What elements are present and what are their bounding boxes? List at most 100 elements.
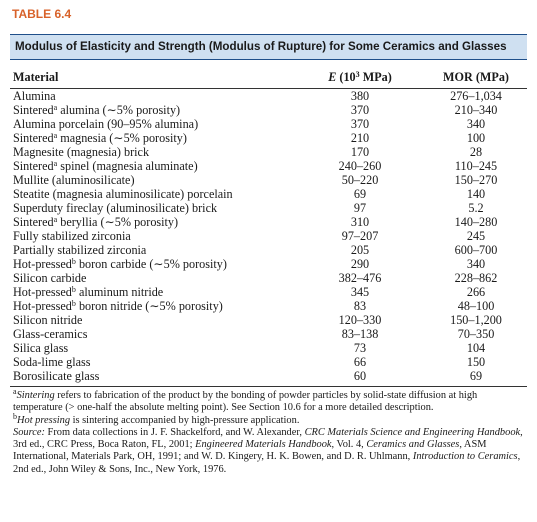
material-name: magnesia (∼5% porosity) — [57, 131, 187, 145]
source-text: , 2nd ed., John Wiley & Sons, Inc., New … — [13, 451, 521, 475]
mor-cell: 210–340 — [454, 103, 498, 117]
header-row: Material E (103 MPa) MOR (MPa) — [10, 68, 527, 89]
header-part: (10 — [336, 70, 356, 84]
table-row: Partially stabilized zirconia 205 600–700 — [10, 243, 527, 257]
note-mark: b — [71, 257, 76, 266]
material-cell: Mullite (aluminosilicate) — [10, 173, 295, 187]
modulus-cell: 83 — [353, 299, 367, 313]
material-cell: Glass-ceramics — [10, 327, 295, 341]
note-mark: b — [71, 299, 76, 308]
material-cell: Partially stabilized zirconia — [10, 243, 295, 257]
material-cell: Alumina — [10, 89, 295, 103]
material-name: boron carbide (∼5% porosity) — [75, 257, 227, 271]
note-mark: a — [53, 131, 58, 140]
material-cell: Sintereda beryllia (∼5% porosity) — [10, 215, 295, 229]
mor-cell: 100 — [466, 131, 486, 145]
mor-cell: 48–100 — [457, 299, 495, 313]
source-label: Source: — [13, 426, 45, 438]
modulus-cell: 120–330 — [338, 313, 382, 327]
material-name: Sintered — [13, 103, 54, 117]
table-row: Hot-pressedb aluminum nitride 345 266 — [10, 285, 527, 299]
footnote-term: Sintering — [16, 390, 55, 401]
header-part: MPa) — [359, 70, 392, 84]
source-title: Introduction to Ceramics — [412, 451, 518, 463]
material-name: Hot-pressed — [13, 285, 72, 299]
material-name: Silica glass — [13, 341, 69, 355]
header-symbol: E — [328, 70, 337, 84]
material-name: Superduty fireclay (aluminosilicate) bri… — [13, 201, 218, 215]
mor-cell: 266 — [466, 285, 486, 299]
footnote-mark: b — [13, 411, 17, 421]
table-body: Alumina 380 276–1,034 Sintereda alumina (∼5… — [10, 89, 527, 387]
mor-cell: 245 — [466, 229, 486, 243]
source-title: CRC Materials Science and Engineering Ha… — [304, 426, 521, 438]
modulus-cell: 97–207 — [341, 229, 379, 243]
footnote: aSintering refers to fabrication of the … — [13, 387, 525, 415]
source-text: From data collections in J. F. Shackelfo… — [44, 426, 305, 438]
material-name: Alumina — [13, 89, 56, 103]
material-name: Magnesite (magnesia) brick — [13, 145, 150, 159]
table-row: Sintereda beryllia (∼5% porosity) 310 140–… — [10, 215, 527, 229]
modulus-cell: 205 — [350, 243, 370, 257]
table-row: Sintereda magnesia (∼5% porosity) 210 100 — [10, 131, 527, 145]
material-cell: Silica glass — [10, 341, 295, 355]
material-name: Silicon carbide — [13, 271, 87, 285]
mor-cell: 110–245 — [454, 159, 498, 173]
table-row: Steatite (magnesia aluminosilicate) porc… — [10, 187, 527, 201]
table-row: Hot-pressedb boron carbide (∼5% porosity… — [10, 257, 527, 271]
material-name: Steatite (magnesia aluminosilicate) porc… — [13, 187, 233, 201]
mor-cell: 28 — [469, 145, 483, 159]
table-row: Mullite (aluminosilicate) 50–220 150–270 — [10, 173, 527, 187]
source-title: Engineered Materials Handbook — [195, 439, 332, 451]
material-cell: Alumina porcelain (90–95% alumina) — [10, 117, 295, 131]
material-cell: Silicon nitride — [10, 313, 295, 327]
material-cell: Steatite (magnesia aluminosilicate) porc… — [10, 187, 295, 201]
header-exponent: 3 — [355, 70, 360, 79]
mor-cell: 140 — [466, 187, 486, 201]
footnote-mark: a — [13, 387, 17, 396]
data-table: Material E (103 MPa) MOR (MPa) Alumina 38… — [10, 68, 527, 386]
table-row: Sintereda alumina (∼5% porosity) 370 210–3… — [10, 103, 527, 117]
table-title: Modulus of Elasticity and Strength (Modu… — [10, 34, 527, 60]
source-text: , Vol. 4, — [331, 439, 367, 451]
table-row: Alumina 380 276–1,034 — [10, 89, 527, 103]
source-note: Source: From data collections in J. F. S… — [13, 427, 525, 476]
source-title: Ceramics and Glasses — [366, 439, 460, 451]
modulus-cell: 97 — [353, 201, 367, 215]
note-mark: a — [53, 215, 58, 224]
material-cell: Soda-lime glass — [10, 355, 295, 369]
modulus-cell: 50–220 — [341, 173, 379, 187]
material-name: Soda-lime glass — [13, 355, 91, 369]
modulus-cell: 60 — [353, 369, 367, 383]
note-mark: a — [53, 103, 58, 112]
footnotes: aSintering refers to fabrication of the … — [13, 387, 525, 476]
note-mark: a — [53, 159, 58, 168]
material-cell: Superduty fireclay (aluminosilicate) bri… — [10, 201, 295, 215]
modulus-cell: 73 — [353, 341, 367, 355]
footnote-text: refers to fabrication of the product by … — [13, 390, 478, 414]
modulus-cell: 66 — [353, 355, 367, 369]
material-name: spinel (magnesia aluminate) — [57, 159, 198, 173]
mor-cell: 150–270 — [454, 173, 498, 187]
mor-cell: 70–350 — [457, 327, 495, 341]
modulus-cell: 380 — [350, 89, 370, 103]
mor-cell: 5.2 — [468, 201, 484, 215]
table-head: Material E (103 MPa) MOR (MPa) — [10, 68, 527, 89]
modulus-cell: 290 — [350, 257, 370, 271]
table-rule — [10, 386, 527, 387]
material-name: alumina (∼5% porosity) — [57, 103, 181, 117]
material-name: Silicon nitride — [13, 313, 83, 327]
note-mark: b — [71, 285, 76, 294]
modulus-cell: 345 — [350, 285, 370, 299]
mor-cell: 340 — [466, 117, 486, 131]
mor-cell: 340 — [466, 257, 486, 271]
table-row: Silicon nitride 120–330 150–1,200 — [10, 313, 527, 327]
material-name: Hot-pressed — [13, 257, 72, 271]
modulus-cell: 310 — [350, 215, 370, 229]
column-header: Material — [10, 68, 295, 89]
material-cell: Sintereda spinel (magnesia aluminate) — [10, 159, 295, 173]
table-row: Magnesite (magnesia) brick 170 28 — [10, 145, 527, 159]
material-name: aluminum nitride — [75, 285, 164, 299]
mor-cell: 228–862 — [454, 271, 498, 285]
